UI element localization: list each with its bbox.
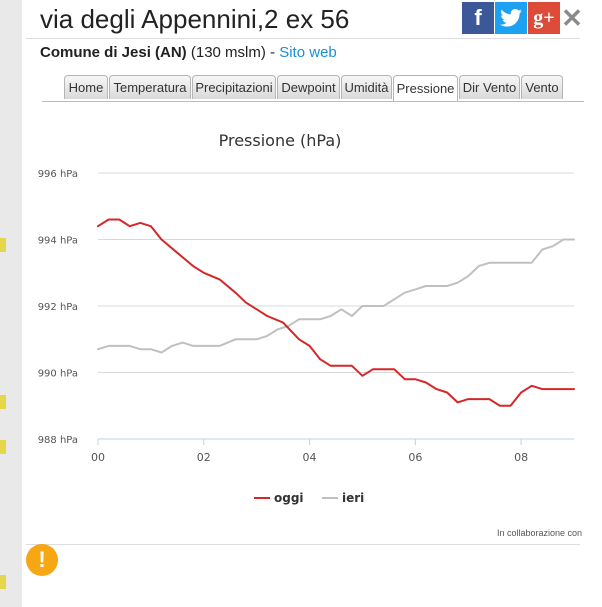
station-popup: via degli Appennini,2 ex 56 f g+ ✕ Comun… xyxy=(22,0,602,607)
background-page-strip xyxy=(0,0,23,607)
exclamation-icon: ! xyxy=(38,547,46,572)
background-marker xyxy=(0,440,6,454)
close-button[interactable]: ✕ xyxy=(560,2,584,34)
x-tick-label: 06 xyxy=(408,451,422,464)
chart-title: Pressione (hPa) xyxy=(219,131,342,150)
tab-label: Home xyxy=(68,80,104,95)
tab-label: Dewpoint xyxy=(281,80,336,95)
facebook-share-button[interactable]: f xyxy=(462,2,494,34)
series-line-ieri xyxy=(97,238,575,354)
x-tick-label: 02 xyxy=(197,451,211,464)
collaboration-credit: In collaborazione con xyxy=(496,528,582,538)
tab-dir-vento[interactable]: Dir Vento xyxy=(459,75,520,99)
googleplus-icon: g+ xyxy=(533,6,555,29)
tab-home[interactable]: Home xyxy=(64,75,108,99)
tab-label: Vento xyxy=(525,80,559,95)
subtitle-separator: - xyxy=(270,44,276,61)
altitude-label: (130 mslm) xyxy=(190,44,266,61)
googleplus-share-button[interactable]: g+ xyxy=(528,2,560,34)
y-tick-label: 996 hPa xyxy=(38,169,78,180)
tab-label: Pressione xyxy=(396,81,455,96)
tab-label: Dir Vento xyxy=(462,80,517,95)
series-line-oggi xyxy=(97,218,575,407)
y-tick-label: 992 hPa xyxy=(38,302,78,313)
legend-label-oggi: oggi xyxy=(274,491,304,505)
facebook-icon: f xyxy=(474,5,482,30)
tab-precipitazioni[interactable]: Precipitazioni xyxy=(192,75,276,99)
y-tick-label: 990 hPa xyxy=(38,369,78,380)
header-divider xyxy=(26,38,580,39)
alert-button[interactable]: ! xyxy=(26,544,58,576)
twitter-icon xyxy=(500,9,522,27)
tab-umidita[interactable]: Umidità xyxy=(341,75,392,99)
x-tick-label: 00 xyxy=(91,451,105,464)
footer-divider xyxy=(26,544,580,545)
chart-tabs: Home Temperatura Precipitazioni Dewpoint… xyxy=(42,75,584,102)
twitter-share-button[interactable] xyxy=(495,2,527,34)
tab-vento[interactable]: Vento xyxy=(521,75,563,99)
tab-temperatura[interactable]: Temperatura xyxy=(109,75,191,99)
y-tick-label: 988 hPa xyxy=(38,435,78,446)
background-marker xyxy=(0,395,6,409)
website-link[interactable]: Sito web xyxy=(279,44,337,61)
station-subtitle: Comune di Jesi (AN) (130 mslm) - Sito we… xyxy=(40,44,337,61)
comune-label: Comune di Jesi (AN) xyxy=(40,44,187,61)
background-marker xyxy=(0,238,6,252)
tab-dewpoint[interactable]: Dewpoint xyxy=(277,75,340,99)
background-marker xyxy=(0,575,6,589)
tab-pressione[interactable]: Pressione xyxy=(393,75,458,101)
y-tick-label: 994 hPa xyxy=(38,236,78,247)
x-tick-label: 04 xyxy=(303,451,317,464)
station-title: via degli Appennini,2 ex 56 xyxy=(40,4,350,34)
x-tick-label: 08 xyxy=(514,451,528,464)
tab-label: Temperatura xyxy=(113,80,187,95)
close-icon: ✕ xyxy=(561,2,583,33)
tab-label: Precipitazioni xyxy=(195,80,273,95)
tab-label: Umidità xyxy=(344,80,389,95)
pressure-chart: 988 hPa 990 hPa 992 hPa 994 hPa 996 hPa 00 02… xyxy=(38,131,575,505)
legend-label-ieri: ieri xyxy=(342,491,364,505)
